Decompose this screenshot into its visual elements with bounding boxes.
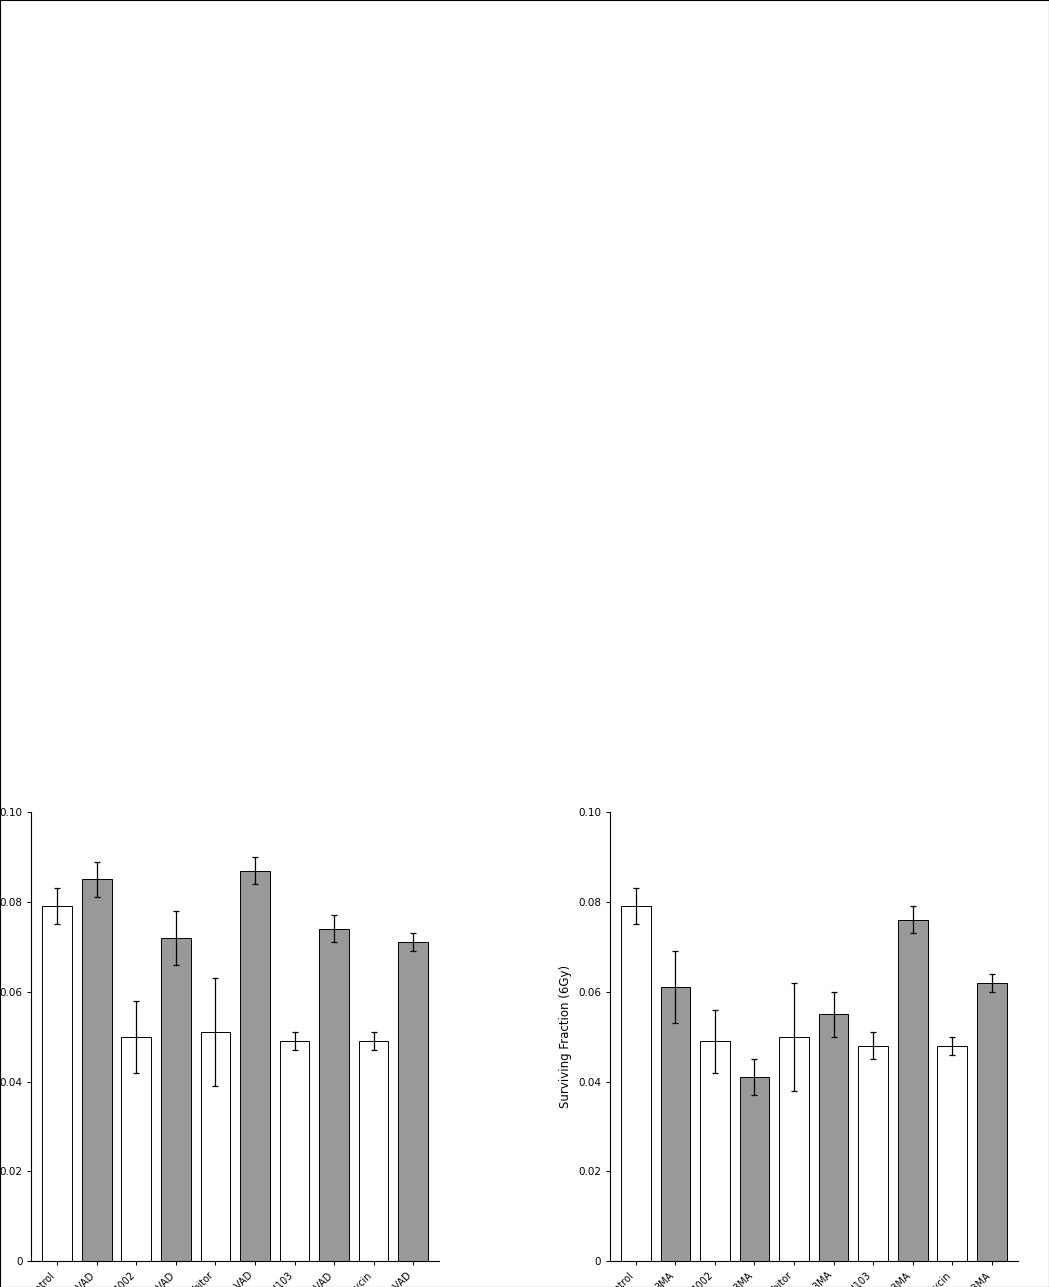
Text: 6 Gy +
AKT
inhibitor: 6 Gy + AKT inhibitor xyxy=(606,332,658,376)
Text: 6 Gy +
LY294002: 6 Gy + LY294002 xyxy=(597,211,658,239)
Bar xyxy=(42,906,72,1261)
Text: AKT
inhibitor: AKT inhibitor xyxy=(227,340,278,368)
Bar xyxy=(359,1041,388,1261)
Bar xyxy=(720,425,912,542)
Bar xyxy=(285,41,477,158)
Bar xyxy=(240,870,270,1261)
Bar xyxy=(720,41,912,158)
Bar xyxy=(740,1077,769,1261)
Bar xyxy=(200,1032,231,1261)
Bar xyxy=(898,920,927,1261)
Bar xyxy=(122,1037,151,1261)
Bar xyxy=(399,942,428,1261)
Bar xyxy=(858,1045,887,1261)
Bar xyxy=(621,906,650,1261)
Bar xyxy=(319,929,349,1261)
Text: 6 Gy +
PI103: 6 Gy + PI103 xyxy=(614,595,658,622)
Text: c: c xyxy=(81,31,90,49)
Bar xyxy=(720,296,912,412)
Bar xyxy=(977,983,1007,1261)
Bar xyxy=(285,296,477,412)
Text: PI103: PI103 xyxy=(243,601,278,615)
Bar xyxy=(285,167,477,283)
Bar xyxy=(661,987,690,1261)
Bar xyxy=(280,1041,309,1261)
Bar xyxy=(162,938,191,1261)
Text: Rapamycin: Rapamycin xyxy=(209,476,278,489)
Text: 6 Gy +
Rapamycin: 6 Gy + Rapamycin xyxy=(587,468,658,497)
Bar xyxy=(720,167,912,283)
Bar xyxy=(938,1045,967,1261)
Bar xyxy=(720,550,912,667)
Bar xyxy=(285,425,477,542)
Bar xyxy=(82,879,111,1261)
Y-axis label: Surviving Fraction (6Gy): Surviving Fraction (6Gy) xyxy=(559,965,573,1108)
Bar xyxy=(779,1037,809,1261)
Bar xyxy=(285,550,477,667)
Text: 6 Gy: 6 Gy xyxy=(628,94,658,107)
Text: LY294002: LY294002 xyxy=(217,219,278,232)
Bar xyxy=(700,1041,730,1261)
Bar xyxy=(818,1014,849,1261)
Text: control: control xyxy=(235,94,278,107)
